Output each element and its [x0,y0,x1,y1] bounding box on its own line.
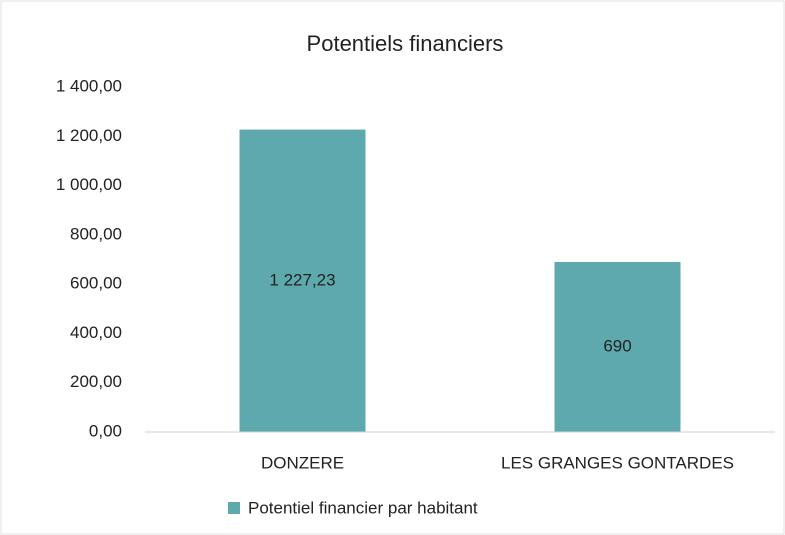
bar [554,261,681,432]
x-tick-label: LES GRANGES GONTARDES [501,453,734,472]
data-label: 1 227,23 [269,270,335,289]
y-tick-label: 1 000,00 [56,175,122,194]
legend-label: Potentiel financier par habitant [248,498,478,517]
y-tick-label: 0,00 [89,421,122,440]
y-tick-label: 600,00 [70,274,122,293]
legend-swatch [228,502,240,514]
chart-title: Potentiels financiers [307,31,504,56]
y-tick-label: 800,00 [70,224,122,243]
data-label: 690 [603,336,631,355]
y-tick-label: 400,00 [70,323,122,342]
y-tick-label: 1 200,00 [56,126,122,145]
bar [239,129,366,432]
x-tick-label: DONZERE [261,453,344,472]
y-tick-label: 1 400,00 [56,76,122,95]
y-tick-label: 200,00 [70,372,122,391]
